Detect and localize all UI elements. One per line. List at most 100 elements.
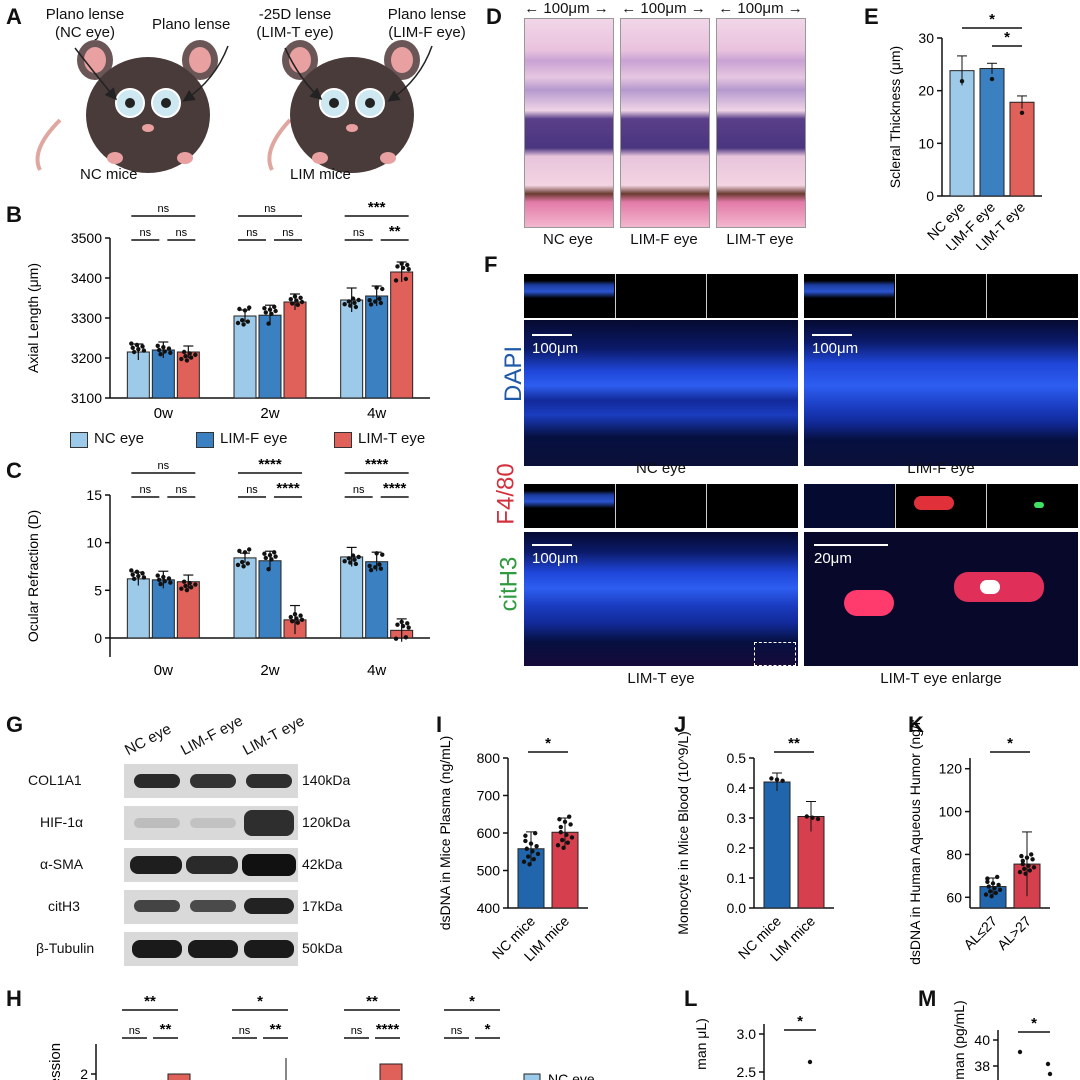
- data-point: [523, 833, 528, 838]
- data-point: [983, 892, 989, 897]
- bar-nc-mice: [763, 781, 791, 909]
- significance-label: ****: [276, 480, 300, 497]
- axial-length-chart: 3100 3200 3300 3400 3500 Axial Length (μm) 0w n…: [25, 200, 430, 420]
- data-point: [240, 559, 245, 565]
- lim-left-lens-label: -25D lense (LIM-T eye): [256, 6, 334, 41]
- data-point: [298, 613, 303, 618]
- data-point: [350, 553, 356, 558]
- y-tick-label: 2: [80, 1066, 88, 1080]
- significance-label: ***: [368, 200, 386, 216]
- data-point: [526, 854, 531, 859]
- data-point: [241, 322, 246, 327]
- data-point: [158, 352, 163, 357]
- data-point: [561, 845, 566, 851]
- bar-nc-eye: [340, 299, 364, 399]
- legend-swatch-limt: [334, 432, 352, 448]
- y-tick-label: 100: [939, 804, 963, 820]
- g-kda-hif1a: 120kDa: [302, 814, 351, 830]
- data-point: [959, 78, 965, 84]
- significance-label: ns: [451, 1025, 463, 1037]
- bar-nc-eye: [340, 556, 364, 639]
- data-point: [353, 561, 359, 567]
- significance-label: ns: [282, 227, 294, 239]
- significance-label: ns: [176, 484, 188, 496]
- significance-label: *: [1004, 29, 1010, 46]
- limt-thumbnail-strip: [524, 484, 798, 528]
- d-caption-limt: LIM-T eye: [726, 231, 794, 248]
- enlarge-fluorescence-image: 20μm: [804, 532, 1078, 666]
- y-axis-label: dsDNA in Mice Plasma (ng/mL): [437, 736, 453, 931]
- g-kda-col1a1: 140kDa: [302, 772, 351, 788]
- data-point: [295, 620, 300, 625]
- y-tick-label: 0: [926, 188, 934, 204]
- data-point: [346, 299, 352, 304]
- bar-nc-eye: [233, 557, 257, 639]
- data-point: [1017, 1049, 1023, 1055]
- significance-label: *: [1007, 735, 1013, 752]
- data-point: [273, 554, 278, 559]
- data-point: [367, 298, 372, 303]
- g-kda-btubulin: 50kDa: [302, 940, 343, 956]
- significance-label: ns: [353, 484, 365, 496]
- data-point: [374, 551, 379, 556]
- g-row-label-cith3: citH3: [48, 898, 80, 914]
- significance-label: ns: [264, 203, 276, 215]
- panel-a-illustration: [0, 0, 470, 200]
- panel-label-c: C: [6, 458, 22, 483]
- data-point: [179, 356, 184, 362]
- y-axis-label: dsDNA in Human Aqueous Humor (ng/mL): [907, 720, 923, 965]
- data-point: [262, 551, 267, 556]
- data-point: [346, 556, 352, 561]
- data-point: [353, 304, 359, 310]
- legend-label-limt: LIM-T eye: [358, 430, 426, 447]
- y-axis-label: Monocyte in Mice Blood (10^9/L): [675, 731, 691, 934]
- g-col-limf: LIM-F eye: [178, 712, 246, 759]
- blot-row-col1a1: [124, 764, 298, 798]
- panel-label-l: L: [684, 986, 698, 1011]
- data-point: [140, 344, 145, 349]
- panel-label-j: J: [674, 712, 687, 737]
- data-point: [262, 306, 267, 311]
- y-tick-label: 3200: [71, 350, 102, 366]
- f-caption-enlarge: LIM-T eye enlarge: [880, 670, 1002, 687]
- legend-swatch-h-nc: [523, 1073, 541, 1080]
- data-point: [523, 838, 528, 844]
- data-point: [348, 560, 353, 565]
- data-point: [524, 846, 529, 851]
- data-point: [395, 622, 400, 627]
- data-point: [368, 567, 374, 573]
- data-point: [188, 355, 194, 360]
- data-point: [242, 550, 248, 555]
- histology-image-nc: [524, 18, 614, 228]
- significance-label: ns: [351, 1025, 363, 1037]
- data-point: [373, 299, 378, 304]
- g-col-nc: NC eye: [122, 720, 175, 759]
- nc-right-lens-label: Plano lense: [152, 16, 231, 33]
- y-tick-label: 3500: [71, 230, 102, 246]
- data-point: [1027, 868, 1032, 873]
- bar-nc-eye: [233, 315, 257, 399]
- data-point: [395, 264, 400, 269]
- limf-scale-label: 100μm: [812, 340, 859, 357]
- data-point: [129, 341, 134, 346]
- bar-lim-t-eye: [1009, 101, 1035, 197]
- data-point: [269, 311, 274, 316]
- y-tick-label: 60: [946, 889, 962, 905]
- data-point: [405, 262, 410, 268]
- data-point: [299, 299, 305, 305]
- data-point: [162, 579, 167, 584]
- data-point: [990, 881, 996, 886]
- limf-thumbnail-strip: [804, 274, 1078, 318]
- panel-label-a: A: [6, 4, 22, 29]
- data-point: [985, 879, 990, 884]
- legend-label-nc: NC eye: [94, 430, 145, 447]
- panel-label-m: M: [918, 986, 937, 1011]
- data-point: [134, 569, 140, 575]
- blot-row-asma: [124, 848, 298, 882]
- g-row-label-hif1a: HIF-1α: [40, 814, 84, 830]
- data-point: [1024, 855, 1030, 860]
- significance-label: ns: [239, 1025, 251, 1037]
- data-point: [129, 568, 134, 573]
- y-axis-label: Expression: [47, 1043, 64, 1080]
- data-point: [237, 548, 242, 554]
